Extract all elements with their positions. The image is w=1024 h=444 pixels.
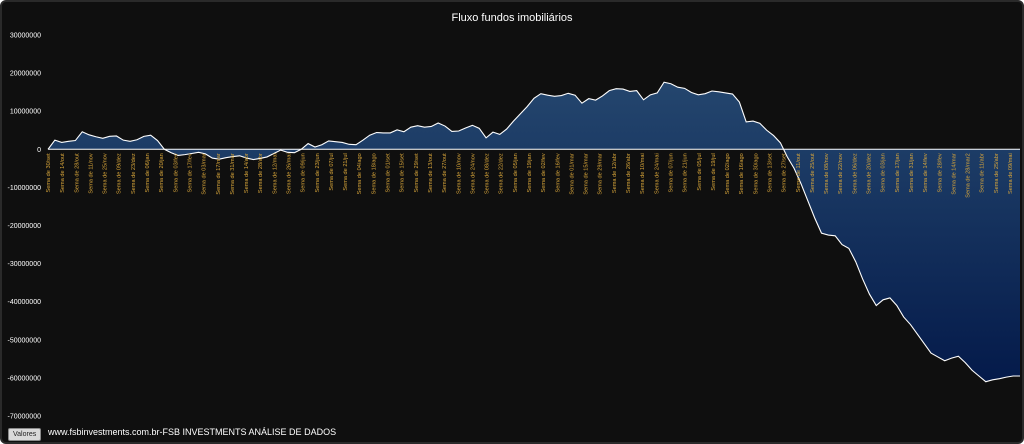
y-tick-label: 10000000 [10,109,41,116]
x-category-label: Sema de 30/ago [753,153,759,194]
series-line [47,81,1020,383]
source-text: www.fsbinvestments.com.br-FSB INVESTMENT… [48,427,337,437]
x-category-label: Sema de 21/jul [343,153,349,190]
x-category-label: Sema de 20/dez [867,153,873,194]
x-category-label: Sema de 08/dez [485,153,491,194]
y-tick-label: 30000000 [10,33,41,40]
x-category-label: Sema de 29/mar [598,153,604,194]
x-category-label: Sema de 26/mai [287,153,293,194]
x-category-label: Sema de 14/abr [244,153,250,193]
x-category-label: Sema de 17/jan [895,153,901,192]
chart-title: Fluxo fundos imobiliários [451,12,573,24]
x-category-label: Sema de 27/set [782,153,788,193]
x-category-label: Sema de 16/fev [555,153,561,192]
x-category-label: Sema de 05/jul [697,153,703,190]
x-category-label: Sema de 14/mar [951,153,957,194]
x-category-label: Sema de 10/mai [640,153,646,194]
y-tick-label: 20000000 [10,71,41,78]
x-category-label: Sema de 11/out [796,153,802,193]
x-category-label: Sema de 03/jan [881,153,887,192]
y-tick-label: -30000000 [8,261,42,268]
x-category-label: Sema de 02/fev [541,153,547,192]
area-fill [48,82,1020,382]
x-category-label: Sema de 20/jan [159,153,165,192]
x-category-label: Sema de 01/mar [569,153,575,194]
x-category-label: Sema de 14/fev [923,153,929,192]
x-category-label: Sema de 13/out [428,153,434,193]
x-category-label: Sema de 17/mar [216,153,222,194]
x-category-label: Sema de 01/set [386,153,392,193]
x-category-label: Sema de 16/ago [739,153,745,194]
x-category-label: Sema de 28/fev [937,153,943,192]
x-category-label: Sema de 13/set [768,153,774,193]
x-category-label: Sema de 27/out [442,153,448,193]
x-category-label: Sema de 24/mai [654,153,660,194]
x-category-label: Sema de 07/jun [669,153,675,192]
x-category-label: Sema de 21/jun [683,153,689,192]
x-category-label: Sema de 15/set [400,153,406,193]
x-category-label: Sema de 03/mar [202,153,208,194]
x-category-label: Sema de 08/nov [824,153,830,194]
x-category-label: Sema de 18/ago [371,153,377,194]
x-category-label: Sema de 26/abr [626,153,632,193]
x-category-label: Sema de 23/dez [131,153,137,194]
x-category-label: Sema de 05/jan [513,153,519,192]
x-category-label: Sema de 12/mai [272,153,278,194]
y-tick-label: 0 [37,147,41,154]
y-tick-label: -70000000 [8,414,42,421]
x-category-label: Sema de 23/jun [315,153,321,192]
x-category-label: Sema de 19/jan [527,153,533,192]
x-category-label: Sema de 06/jan [145,153,151,192]
x-category-label: Sema de 12/abr [612,153,618,193]
y-tick-label: -60000000 [8,375,42,382]
x-category-label: Sema de 31/mar [230,153,236,194]
x-category-label: Sema de 25/nov [103,153,109,194]
x-category-label: Sema de 07/jul [329,153,335,190]
x-category-label: Sema de 28/abr [258,153,264,193]
x-category-label: Sema de 03/fev [173,153,179,192]
x-category-label: Sema de 11/nov [88,153,94,194]
x-category-label: Sema de 22/nov [838,153,844,194]
x-category-label: Sema de 28/out [74,153,80,193]
x-category-label: Sema de 02/ago [725,153,731,194]
x-category-label: Sema de 25/out [810,153,816,193]
x-category-label: Sema de 09/jun [301,153,307,192]
x-axis-categories: Sema de 30/set Sema de 14/out Sema de 28/o… [46,153,1014,198]
x-category-label: Sema de 29/set [414,153,420,193]
x-category-label: Sema de 09/mai [1008,153,1014,194]
x-category-label: Sema de 30/set [46,153,52,193]
x-category-label: Sema de 22/dez [499,153,505,194]
x-category-label: Sema de 10/nov [456,153,462,194]
x-category-label: Sema de 06/dez [852,153,858,194]
x-category-label: Sema de 19/jul [711,153,717,190]
x-category-label: Sema de 17/fev [188,153,194,192]
y-tick-label: -20000000 [8,223,42,230]
x-category-label: Sema de 09/dez [117,153,123,194]
x-category-label: Sema de 04/ago [357,153,363,194]
x-category-label: Sema de 15/mar [584,153,590,194]
y-tick-label: -40000000 [8,299,42,306]
x-category-label: Sema de 31/jan [909,153,915,192]
y-tick-label: -50000000 [8,337,42,344]
x-category-label: Sema de 25/abr [994,153,1000,193]
y-axis: 30000000 20000000 10000000 0 -10000000 -20000… [8,33,42,421]
x-category-label: Sema de 24/nov [470,153,476,194]
y-tick-label: -10000000 [8,185,42,192]
x-category-label: Sema de 11/abr [980,153,986,193]
values-button[interactable]: Valores [8,428,42,441]
x-category-label: Sema de 14/out [60,153,66,193]
x-category-label: Sema de 28/mar2 [966,153,972,197]
